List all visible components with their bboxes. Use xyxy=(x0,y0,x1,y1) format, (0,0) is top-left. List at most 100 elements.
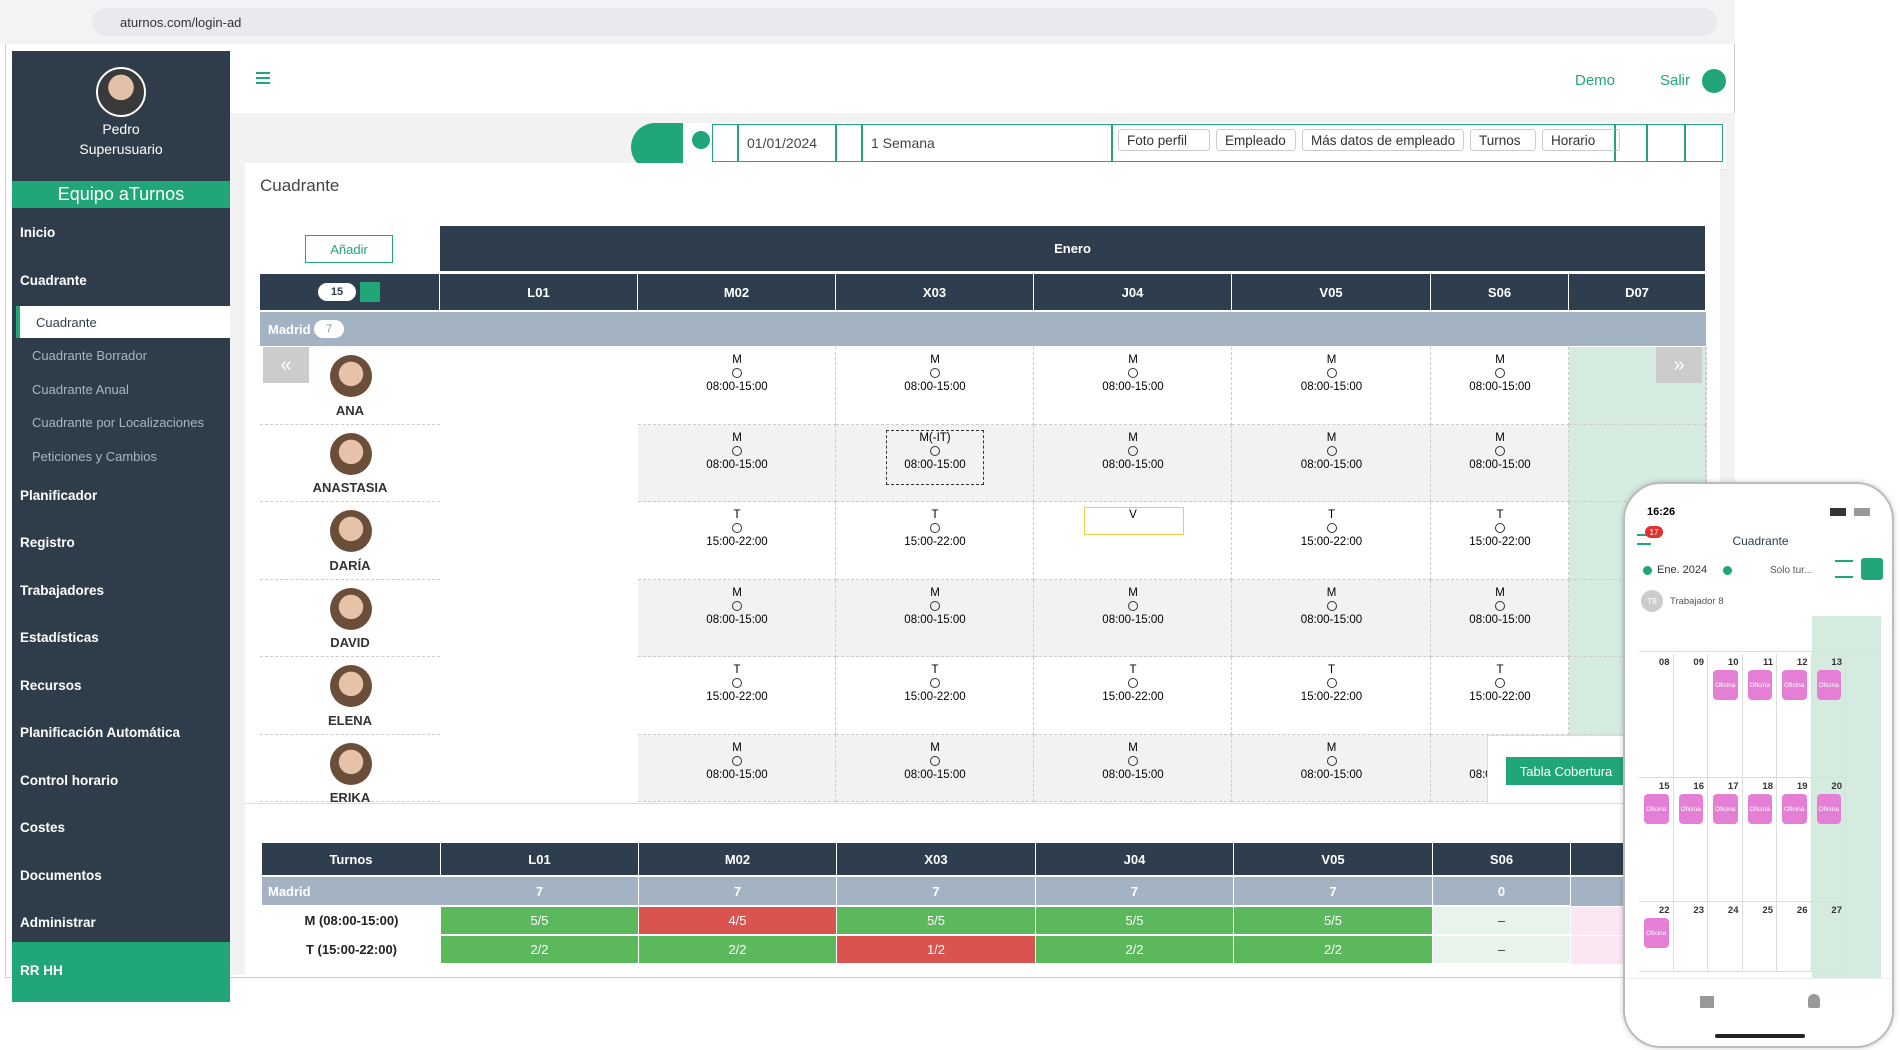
menu-item[interactable]: Registro xyxy=(20,535,75,550)
day-cell[interactable] xyxy=(1232,347,1431,425)
day-cell[interactable] xyxy=(1034,657,1232,735)
day-cell[interactable] xyxy=(836,347,1034,425)
logout-link[interactable]: Salir xyxy=(1659,71,1690,89)
calendar-cell[interactable] xyxy=(1708,902,1743,972)
date-field[interactable]: 01/01/2024 xyxy=(738,124,836,162)
menu-item[interactable]: Planificador xyxy=(20,487,98,503)
menu-item[interactable]: Cuadrante por Localizaciones xyxy=(32,415,204,430)
calendar-cell[interactable] xyxy=(1639,654,1674,778)
menu-item[interactable]: Cuadrante xyxy=(16,306,230,338)
hamburger[interactable] xyxy=(256,72,270,84)
day-cell[interactable] xyxy=(1431,657,1569,735)
tool-button[interactable] xyxy=(1615,124,1647,162)
day-cell[interactable] xyxy=(1232,424,1431,502)
calendar-cell[interactable] xyxy=(1673,778,1708,902)
day-cell[interactable] xyxy=(1232,579,1431,657)
day-cell[interactable] xyxy=(1034,734,1232,802)
day-cell[interactable] xyxy=(1034,424,1232,502)
coverage-button[interactable]: Tabla Cobertura xyxy=(1506,757,1626,785)
menu-item[interactable]: RR HH xyxy=(20,962,63,978)
add-button[interactable]: Añadir xyxy=(305,235,393,263)
next-button[interactable]: » xyxy=(1656,347,1702,383)
tool-button[interactable] xyxy=(1685,124,1723,162)
calendar-cell[interactable] xyxy=(1673,654,1708,778)
menu-item[interactable]: Control horario xyxy=(20,772,119,788)
day-cell[interactable] xyxy=(638,347,836,425)
team-selector[interactable]: Equipo aTurnos xyxy=(12,181,230,208)
day-cell[interactable] xyxy=(1034,347,1232,425)
profile-icon[interactable] xyxy=(1808,994,1820,1008)
day-cell[interactable] xyxy=(1431,424,1569,502)
day-cell[interactable] xyxy=(836,579,1034,657)
day-cell[interactable] xyxy=(638,734,836,802)
prev-button[interactable]: « xyxy=(263,347,309,383)
employee-name: ERIKA xyxy=(329,790,371,805)
url-field xyxy=(92,8,1717,36)
filter-tag[interactable]: Horario xyxy=(1542,129,1620,151)
day-cell[interactable] xyxy=(836,424,1034,502)
home-icon[interactable] xyxy=(1700,996,1714,1008)
calendar-cell[interactable] xyxy=(1742,654,1777,778)
tool-button[interactable] xyxy=(1647,124,1685,162)
day-cell[interactable] xyxy=(1431,502,1569,580)
user-role: Superusuario xyxy=(79,141,163,157)
next-date[interactable] xyxy=(836,124,862,162)
menu-item[interactable]: Peticiones y Cambios xyxy=(32,448,157,464)
day-cell[interactable] xyxy=(836,734,1034,802)
menu-item[interactable]: Costes xyxy=(20,820,66,835)
calendar-cell[interactable] xyxy=(1777,654,1812,778)
prev-date[interactable] xyxy=(712,124,738,162)
filter-tag[interactable]: Más datos de empleado xyxy=(1302,129,1464,151)
menu-item[interactable]: Recursos xyxy=(20,677,82,693)
calendar-cell[interactable] xyxy=(1811,902,1846,972)
day-cell[interactable] xyxy=(1034,579,1232,657)
calendar-cell[interactable] xyxy=(1708,654,1743,778)
demo-link[interactable]: Demo xyxy=(1574,71,1615,89)
calendar-cell[interactable] xyxy=(1777,778,1812,902)
calendar-cell[interactable] xyxy=(1811,654,1846,778)
day-cell[interactable] xyxy=(1431,347,1569,425)
settings-button[interactable] xyxy=(360,282,380,302)
menu-item[interactable]: Cuadrante xyxy=(20,272,87,288)
menu-item[interactable]: Estadísticas xyxy=(20,630,99,645)
month-prev[interactable] xyxy=(1643,566,1652,575)
day-cell[interactable] xyxy=(836,657,1034,735)
calendar-cell[interactable] xyxy=(1639,902,1674,972)
filter-tag[interactable]: Foto perfil xyxy=(1118,129,1210,151)
day-cell[interactable] xyxy=(1232,502,1431,580)
menu-icon[interactable] xyxy=(1637,534,1651,545)
calendar-cell[interactable] xyxy=(1639,778,1674,902)
calendar-cell[interactable] xyxy=(1811,778,1846,902)
menu-item[interactable]: Cuadrante Anual xyxy=(32,381,129,397)
view-select[interactable]: Solo tur... xyxy=(1770,564,1813,576)
menu-item[interactable]: Trabajadores xyxy=(20,582,105,598)
menu-item[interactable]: Documentos xyxy=(20,867,102,883)
menu-item[interactable]: Cuadrante Borrador xyxy=(32,348,147,363)
grid-toggle[interactable] xyxy=(1861,558,1883,580)
day-cell[interactable] xyxy=(1706,347,1707,425)
calendar-cell[interactable] xyxy=(1777,902,1812,972)
filter-tag[interactable]: Empleado xyxy=(1216,129,1296,151)
day-cell[interactable] xyxy=(1232,657,1431,735)
calendar-cell[interactable] xyxy=(1708,778,1743,902)
url[interactable]: aturnos.com/login-ad xyxy=(120,14,242,30)
list-toggle[interactable] xyxy=(1835,560,1853,578)
menu-item[interactable]: Planificación Automática xyxy=(20,725,181,740)
range-select[interactable]: 1 Semana xyxy=(862,124,1112,162)
day-cell[interactable] xyxy=(1232,734,1431,802)
menu-item[interactable]: Administrar xyxy=(20,915,96,930)
day-cell[interactable] xyxy=(1034,502,1232,580)
day-cell[interactable] xyxy=(836,502,1034,580)
day-cell[interactable] xyxy=(638,657,836,735)
calendar-cell[interactable] xyxy=(1742,902,1777,972)
day-cell[interactable] xyxy=(638,502,836,580)
calendar-cell[interactable] xyxy=(1742,778,1777,902)
day-cell[interactable] xyxy=(638,579,836,657)
filter-tag[interactable]: Turnos xyxy=(1470,129,1536,151)
calendar-cell[interactable] xyxy=(1673,902,1708,972)
menu-item[interactable]: Inicio xyxy=(20,224,56,240)
month-next[interactable] xyxy=(1723,566,1732,575)
day-cell[interactable] xyxy=(638,424,836,502)
clock-icon xyxy=(930,678,940,688)
day-cell[interactable] xyxy=(1431,579,1569,657)
